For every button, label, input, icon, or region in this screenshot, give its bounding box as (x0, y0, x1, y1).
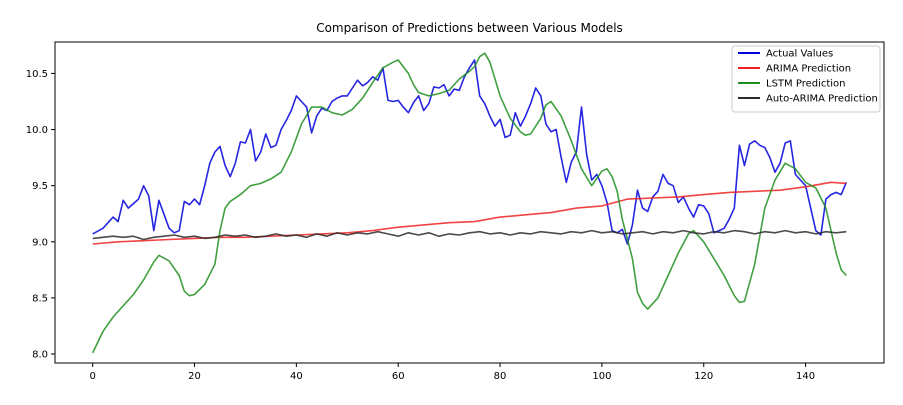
legend: Actual Values ARIMA Prediction LSTM Predic… (731, 45, 881, 113)
series-line-actual-values (92, 59, 848, 245)
y-tick-label: 8.0 (32, 350, 48, 361)
legend-label: Auto-ARIMA Prediction (766, 94, 878, 105)
x-axis: 0 20 40 60 80 100 120 140 (89, 363, 815, 382)
legend-label: LSTM Prediction (766, 79, 846, 90)
chart-title: Comparison of Predictions between Variou… (316, 21, 623, 35)
plot-area (91, 52, 848, 354)
legend-label: ARIMA Prediction (766, 64, 851, 75)
y-tick-label: 10.5 (26, 69, 48, 80)
legend-label: Actual Values (766, 49, 833, 60)
x-tick-label: 0 (89, 371, 95, 382)
series-line-arima-prediction (92, 181, 847, 245)
legend-box (731, 45, 881, 113)
y-tick-label: 8.5 (32, 293, 48, 304)
x-tick-label: 140 (796, 371, 815, 382)
y-tick-label: 9.5 (32, 181, 48, 192)
y-tick-label: 9.0 (32, 237, 48, 248)
y-axis: 8.0 8.5 9.0 9.5 10.0 10.5 (26, 69, 55, 361)
x-tick-label: 120 (694, 371, 713, 382)
x-tick-label: 20 (188, 371, 201, 382)
y-tick-label: 10.0 (26, 125, 48, 136)
x-tick-label: 60 (392, 371, 405, 382)
x-tick-label: 40 (290, 371, 303, 382)
series-line-auto-arima-prediction (92, 229, 847, 241)
x-tick-label: 80 (494, 371, 507, 382)
plot-frame (54, 41, 885, 364)
series-line-lstm-prediction (91, 52, 847, 354)
x-tick-label: 100 (592, 371, 611, 382)
